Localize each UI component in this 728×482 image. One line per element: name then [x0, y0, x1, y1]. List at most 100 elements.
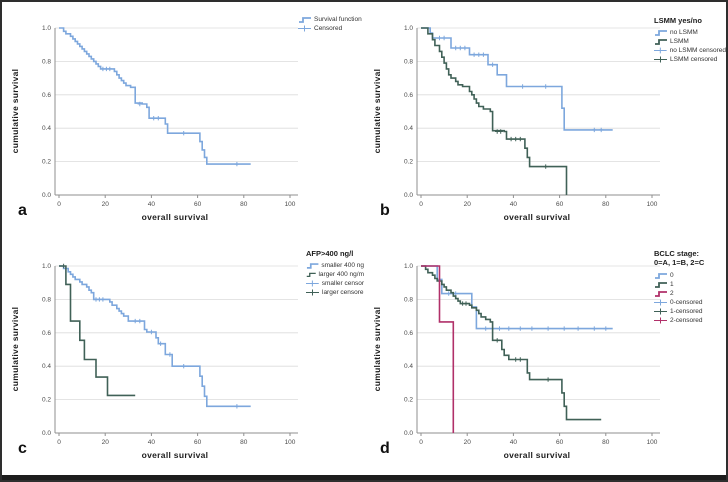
step-line-icon [655, 281, 667, 288]
legend-item-label: 2-censored [670, 316, 703, 324]
y-tick-label: 1.0 [42, 263, 51, 270]
censor-marks [93, 297, 240, 409]
x-tick-label: 100 [285, 439, 296, 446]
y-tick-label: 0.8 [42, 58, 51, 65]
x-tick-label: 60 [556, 439, 564, 446]
legend: AFP>400 ng/l smaller 400 ng larger 400 ng/… [306, 249, 364, 297]
bottom-bar [2, 475, 726, 480]
censor-marks [495, 129, 548, 169]
legend-item: 0-censored [654, 298, 726, 307]
y-tick-label: 0.2 [404, 397, 413, 404]
legend-item: LSMM censored [654, 55, 726, 64]
y-tick-label: 0.0 [42, 192, 51, 199]
step-line-icon [299, 17, 311, 23]
x-tick-label: 40 [148, 439, 156, 446]
x-tick-label: 60 [194, 439, 202, 446]
censor-marks [460, 301, 551, 382]
censor-plus-icon [298, 25, 311, 32]
x-tick-label: 100 [647, 439, 658, 446]
survival-curve-2 [421, 265, 455, 433]
legend-item-label: 1 [670, 280, 674, 288]
y-tick-label: 0.4 [404, 125, 413, 132]
y-tick-label: 1.0 [404, 25, 413, 32]
x-tick-label: 100 [285, 201, 296, 208]
panel-letter-a: a [18, 202, 27, 219]
panel-a: 0.0 0.2 0.4 0.6 0.8 1.0 0 20 40 60 80 100 cumulative… [2, 2, 364, 236]
km-plot-c: 0.0 0.2 0.4 0.6 0.8 1.0 0 20 40 60 80 100 [42, 263, 298, 446]
legend-item-label: Censored [314, 25, 343, 32]
legend-item: Censored [298, 24, 364, 33]
x-tick-label: 60 [556, 201, 564, 208]
censor-marks [61, 263, 66, 269]
km-plot-a: 0.0 0.2 0.4 0.6 0.8 1.0 0 20 40 60 80 100 [42, 25, 298, 208]
legend-item-label: larger censore [322, 289, 364, 297]
legend-item: 1 [654, 280, 726, 289]
y-axis-title: cumulative survival [372, 306, 382, 392]
legend-item-label: 0 [670, 271, 674, 279]
legend-item: 2 [654, 289, 726, 298]
survival-curve-survival-function [59, 27, 251, 165]
censor-marks [437, 35, 604, 133]
censor-plus-icon [654, 299, 667, 306]
y-tick-label: 0.4 [42, 363, 51, 370]
legend-item: smaller censor [306, 279, 364, 288]
legend-item: 2-censored [654, 316, 726, 325]
y-tick-label: 0.8 [404, 58, 413, 65]
x-tick-label: 0 [57, 439, 61, 446]
survival-curve-1 [421, 265, 602, 421]
y-tick-label: 0.6 [42, 330, 51, 337]
survival-curve-0 [421, 265, 613, 330]
x-tick-label: 100 [647, 201, 658, 208]
legend-item-label: larger 400 ng/m [318, 271, 364, 279]
x-tick-label: 60 [194, 201, 202, 208]
x-tick-label: 80 [602, 439, 610, 446]
legend-item: Survival function [298, 15, 364, 24]
y-tick-label: 0.4 [42, 125, 51, 132]
panel-b: 0.0 0.2 0.4 0.6 0.8 1.0 0 20 40 60 80 100 cumulative… [364, 2, 726, 236]
censor-marks [100, 66, 240, 167]
legend-item-label: no LSMM [670, 29, 698, 37]
step-line-icon [655, 290, 667, 297]
legend-item-label: 0-censored [670, 298, 703, 306]
step-line-icon [306, 273, 316, 278]
panel-c: 0.0 0.2 0.4 0.6 0.8 1.0 0 20 40 60 80 100 cumulative… [2, 240, 364, 474]
y-tick-label: 0.2 [404, 159, 413, 166]
x-tick-label: 0 [419, 201, 423, 208]
step-line-icon [655, 272, 667, 279]
step-line-icon [655, 30, 667, 37]
legend-title: BCLC stage: 0=A, 1=B, 2=C [654, 249, 705, 268]
step-line-icon [306, 263, 319, 270]
x-tick-label: 0 [419, 439, 423, 446]
x-tick-label: 20 [464, 201, 472, 208]
y-tick-label: 1.0 [404, 263, 413, 270]
censor-plus-icon [654, 56, 667, 63]
panel-letter-c: c [18, 440, 27, 457]
x-tick-label: 20 [102, 201, 110, 208]
y-tick-label: 0.2 [42, 159, 51, 166]
y-tick-label: 0.8 [42, 296, 51, 303]
x-axis-title: overall survival [141, 450, 209, 460]
panel-letter-b: b [380, 202, 390, 219]
legend-item-label: LSMM [670, 38, 689, 46]
x-tick-label: 20 [102, 439, 110, 446]
survival-curve-no-lsmm [421, 27, 613, 131]
censor-plus-icon [654, 308, 667, 315]
survival-curve-larger-400 [59, 265, 136, 397]
legend-item: LSMM [654, 37, 726, 46]
x-axis-title: overall survival [503, 212, 571, 222]
step-line-icon [655, 39, 667, 46]
x-tick-label: 0 [57, 201, 61, 208]
y-tick-label: 0.2 [42, 397, 51, 404]
y-tick-label: 0.4 [404, 363, 413, 370]
x-tick-label: 20 [464, 439, 472, 446]
y-tick-label: 0.6 [404, 92, 413, 99]
y-tick-label: 0.6 [42, 92, 51, 99]
x-tick-label: 40 [148, 201, 156, 208]
legend-item: no LSMM censored [654, 46, 726, 55]
legend-item-label: 2 [670, 289, 674, 297]
x-tick-label: 80 [240, 201, 248, 208]
legend: BCLC stage: 0=A, 1=B, 2=C 0 1 2 0-censored 1-… [654, 249, 726, 325]
survival-curve-smaller-400 [59, 265, 251, 408]
y-tick-label: 0.0 [404, 192, 413, 199]
